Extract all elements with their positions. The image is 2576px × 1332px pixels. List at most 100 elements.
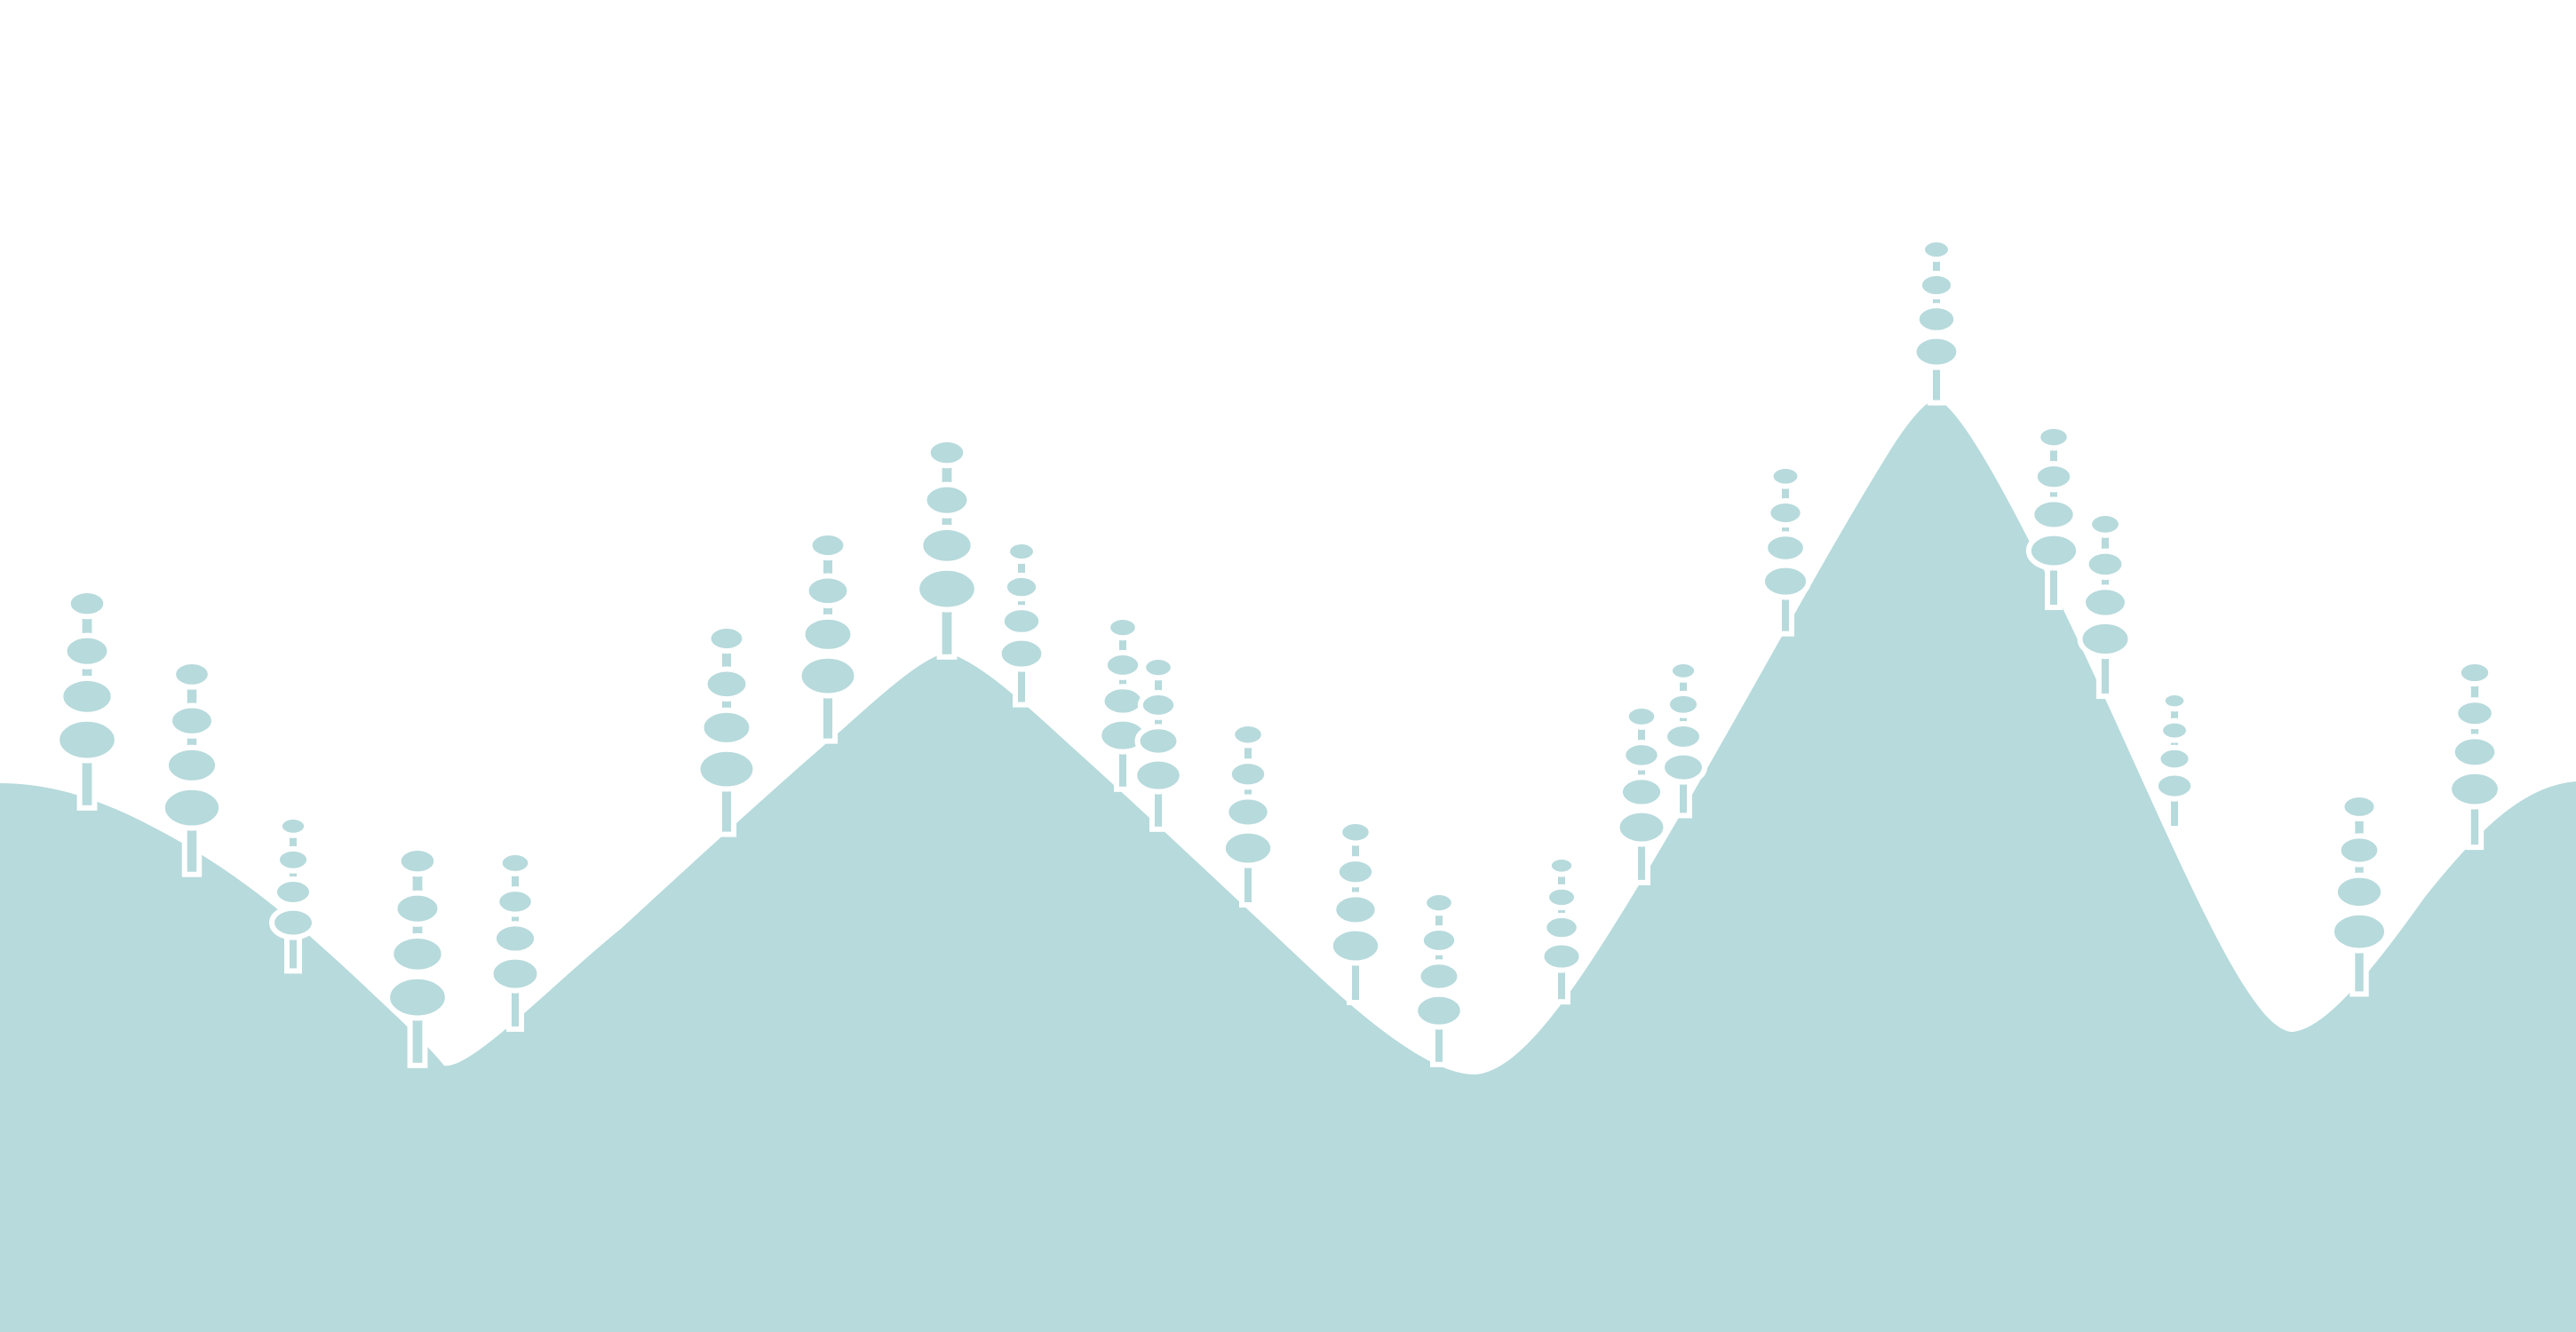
tree-canopy-tier	[167, 702, 217, 739]
tree	[269, 814, 317, 974]
tree-canopy-tier	[2158, 718, 2191, 743]
tree-canopy-tier	[1920, 237, 1953, 263]
tree-canopy-tier	[1229, 721, 1267, 749]
tree-canopy-tier	[2025, 530, 2082, 571]
tree-canopy-tier	[1659, 749, 1707, 785]
tree-canopy-tier	[799, 614, 856, 654]
tree-canopy-tier	[1544, 884, 1579, 911]
tree-canopy-tier	[1005, 539, 1038, 565]
tree-canopy-tier	[494, 886, 537, 917]
tree	[1412, 890, 1466, 1067]
tree-canopy-tier	[705, 623, 748, 654]
tree	[914, 437, 980, 660]
tree	[996, 539, 1047, 708]
tree	[385, 845, 450, 1068]
tree	[54, 588, 120, 811]
tree-canopy-tier	[1137, 690, 1180, 720]
tree-canopy-tier	[1913, 303, 1960, 336]
tree	[1132, 654, 1185, 832]
tree-canopy-tier	[1134, 724, 1182, 758]
tree-canopy-tier	[2087, 511, 2124, 538]
tree-canopy-tier	[702, 666, 751, 702]
tree	[1538, 854, 1585, 1005]
tree-canopy-tier	[1418, 925, 1460, 955]
tree-canopy-tier	[925, 437, 969, 469]
tree	[1659, 659, 1707, 819]
tree-canopy-tier	[271, 876, 315, 908]
tree-canopy-tier	[1099, 684, 1147, 718]
tree-canopy-tier	[2339, 792, 2380, 821]
tree-canopy-tier	[490, 921, 540, 956]
tree-canopy-tier	[2080, 584, 2130, 621]
tree-canopy-tier	[698, 707, 755, 748]
tree-canopy-tier	[1001, 572, 1042, 602]
tree-canopy-tier	[914, 565, 980, 613]
tree-canopy-tier	[61, 632, 113, 670]
tree-canopy-tier	[392, 890, 443, 927]
tree-canopy-tier	[2083, 548, 2127, 581]
tree-canopy-tier	[2152, 770, 2197, 802]
tree-canopy-tier	[2035, 424, 2072, 451]
tree	[695, 623, 759, 837]
tree	[1759, 464, 1812, 637]
tree-canopy-tier	[2335, 833, 2383, 868]
tree-canopy-tier	[1226, 758, 1270, 790]
tree	[488, 850, 543, 1032]
tree	[1911, 237, 1962, 406]
tree	[2328, 792, 2390, 997]
tree-canopy-tier	[58, 675, 116, 718]
tree-canopy-tier	[998, 605, 1045, 638]
tree-canopy-tier	[2155, 744, 2194, 773]
tree-canopy-tier	[1661, 721, 1705, 752]
tree	[1614, 703, 1669, 885]
tree-canopy-tier	[1105, 614, 1141, 641]
tree	[2446, 659, 2503, 851]
tree	[796, 530, 860, 744]
tree-canopy-tier	[2077, 618, 2134, 660]
tree-canopy-tier	[1546, 854, 1578, 877]
tree-canopy-tier	[2453, 697, 2497, 730]
tree-canopy-tier	[1759, 562, 1812, 600]
tree-canopy-tier	[1223, 794, 1273, 830]
tree-canopy-tier	[1337, 819, 1374, 846]
rolling-hills	[0, 400, 2576, 1332]
tree	[159, 659, 225, 877]
tree-canopy-tier	[497, 850, 534, 876]
tree-canopy-tier	[803, 573, 853, 609]
tree-canopy-tier	[1541, 912, 1582, 943]
tree-canopy-tier	[276, 814, 310, 838]
tree-canopy-tier	[2446, 768, 2503, 810]
tree-canopy-tier	[54, 716, 120, 764]
tree-canopy-tier	[159, 784, 225, 831]
tree-canopy-tier	[1768, 464, 1803, 489]
tree-canopy-tier	[1132, 756, 1185, 795]
tree	[2152, 690, 2197, 831]
tree-canopy-tier	[1101, 650, 1144, 680]
tree-canopy-tier	[269, 905, 317, 940]
tree-canopy-tier	[996, 635, 1047, 672]
tree-canopy-tier	[1623, 703, 1660, 730]
tree-canopy-tier	[2449, 733, 2500, 771]
tree-canopy-tier	[1421, 890, 1457, 916]
tree-canopy-tier	[921, 481, 973, 519]
tree-canopy-tier	[1762, 531, 1809, 565]
tree-canopy-tier	[171, 659, 213, 690]
tree-canopy-tier	[1415, 959, 1463, 994]
tree-canopy-tier	[1333, 856, 1378, 888]
tree-canopy-tier	[1141, 654, 1176, 681]
tree-canopy-tier	[1666, 659, 1700, 683]
tree-canopy-tier	[2159, 690, 2190, 712]
tree-canopy-tier	[695, 746, 759, 792]
tree-canopy-tier	[385, 973, 450, 1021]
tree-canopy-tier	[2031, 461, 2076, 493]
tree-canopy-tier	[1614, 807, 1669, 847]
tree-canopy-tier	[488, 954, 543, 994]
tree-canopy-tier	[1331, 892, 1380, 928]
tree-canopy-tier	[2328, 909, 2390, 954]
tree-canopy-tier	[1916, 270, 1957, 300]
tree	[2077, 511, 2134, 700]
tree-canopy-tier	[1327, 925, 1384, 966]
tree-canopy-tier	[65, 588, 109, 620]
tree-canopy-tier	[2332, 872, 2387, 912]
